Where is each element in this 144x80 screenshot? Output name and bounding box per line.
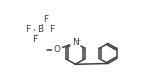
Text: N: N: [72, 38, 79, 47]
Text: O: O: [53, 45, 60, 54]
Text: F: F: [49, 25, 54, 34]
Text: F: F: [32, 35, 37, 44]
Text: +: +: [76, 38, 81, 43]
Text: F: F: [25, 25, 31, 34]
Text: B: B: [37, 25, 43, 34]
Text: F: F: [43, 15, 49, 24]
